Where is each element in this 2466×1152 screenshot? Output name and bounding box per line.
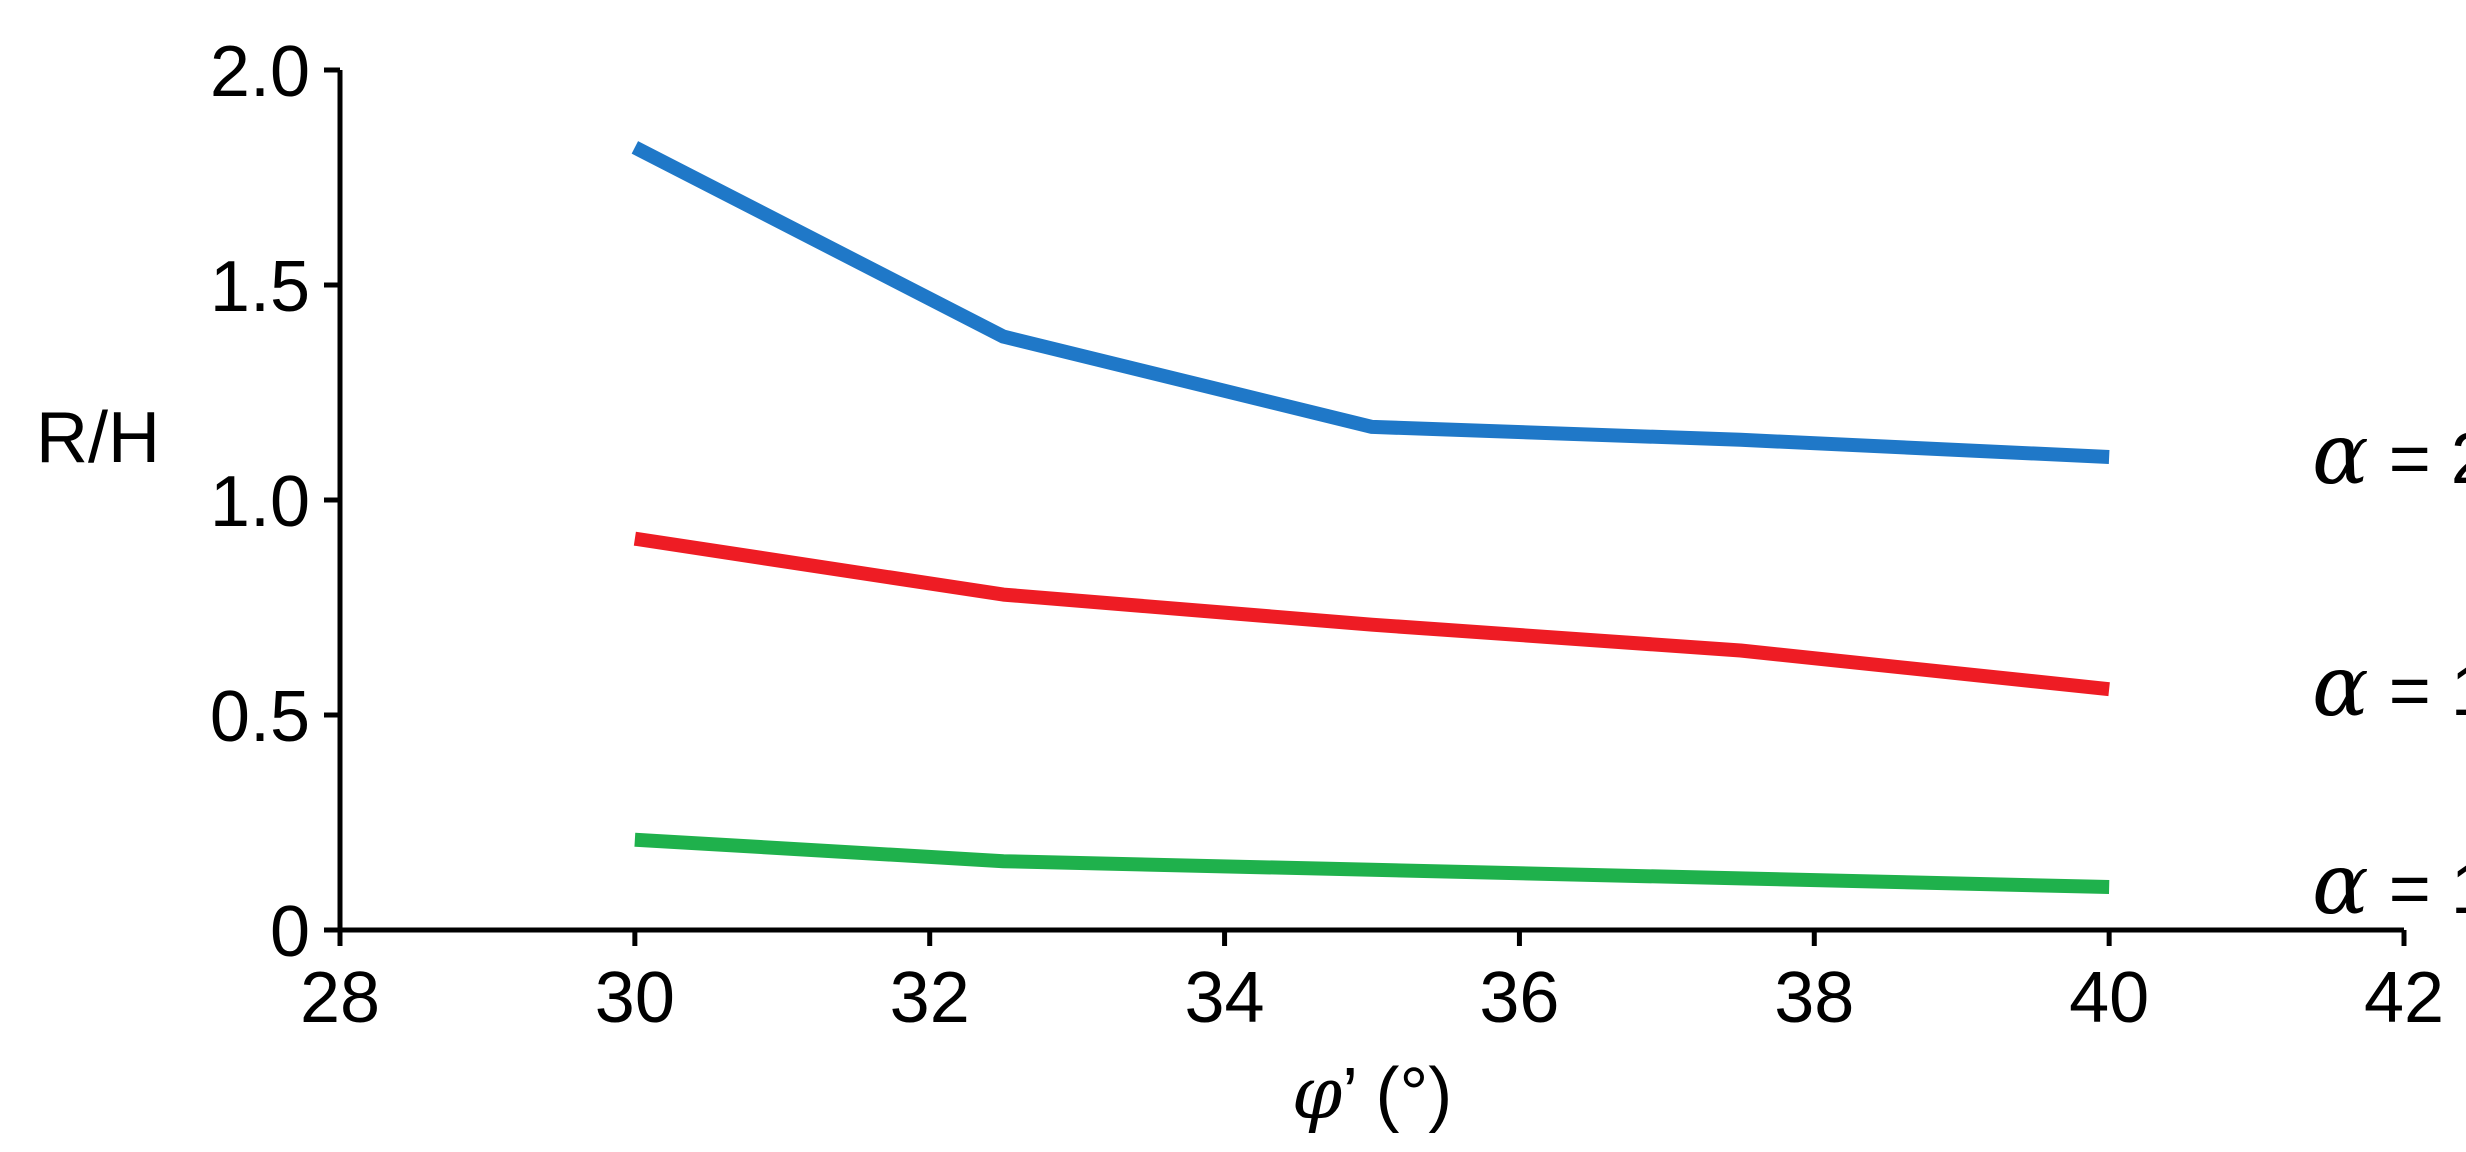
y-tick-label: 0.5 (210, 677, 310, 757)
x-tick-label: 32 (890, 958, 970, 1038)
series-label-symbol: α (2312, 835, 2369, 933)
y-tick-label: 0 (270, 892, 310, 972)
x-tick-label: 38 (1774, 958, 1854, 1038)
series-line-2 (634, 832, 2110, 894)
series-label-value: = 15° (2369, 651, 2466, 731)
y-axis-title: R/H (36, 398, 160, 478)
y-tick-label: 2.0 (210, 32, 310, 112)
series-label-2: α = 10° (2312, 835, 2466, 933)
x-axis-title-symbol: φ (1292, 1051, 1343, 1135)
series-label-symbol: α (2312, 405, 2369, 503)
y-axis-ticks: 0 0.5 1.0 1.5 2.0 (210, 32, 340, 972)
series-lines (631, 141, 2110, 894)
x-tick-label: 36 (1479, 958, 1559, 1038)
axes: 0 0.5 1.0 1.5 2.0 28 30 32 34 36 38 40 42 (210, 32, 2444, 1038)
x-axis-ticks: 28 30 32 34 36 38 40 42 (300, 930, 2444, 1038)
x-tick-label: 30 (595, 958, 675, 1038)
x-axis-title: φ’ (°) (1292, 1051, 1453, 1135)
series-line-1 (633, 531, 2110, 697)
x-tick-label: 42 (2364, 958, 2444, 1038)
series-label-symbol: α (2312, 637, 2369, 735)
series-labels: α = 20°α = 15°α = 10° (2312, 405, 2466, 933)
x-axis-title-unit: ’ (°) (1342, 1054, 1452, 1134)
series-label-value: = 20° (2369, 419, 2466, 499)
series-label-0: α = 20° (2312, 405, 2466, 503)
y-tick-label: 1.5 (210, 247, 310, 327)
x-tick-label: 34 (1185, 958, 1265, 1038)
series-line-0 (631, 141, 2110, 464)
x-tick-label: 28 (300, 958, 380, 1038)
series-label-1: α = 15° (2312, 637, 2466, 735)
series-label-value: = 10° (2369, 849, 2466, 929)
y-tick-label: 1.0 (210, 462, 310, 542)
x-tick-label: 40 (2069, 958, 2149, 1038)
